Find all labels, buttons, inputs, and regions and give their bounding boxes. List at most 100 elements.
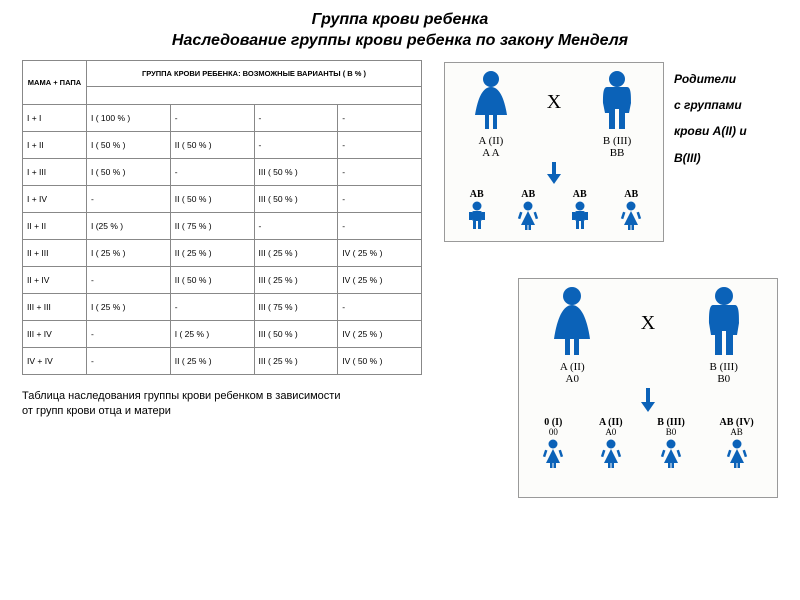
cell-variant: I ( 50 % ) [87,131,171,158]
cell-variant: - [87,185,171,212]
cell-variant: III ( 50 % ) [254,158,338,185]
cross-icon: X [543,91,565,138]
child-label: AB [624,189,638,200]
cell-variant: III ( 50 % ) [254,320,338,347]
woman-icon [467,69,515,133]
d1-father-geno: BB [610,147,625,159]
caption-l2: от групп крови отца и матери [22,405,171,417]
cell-variant: III ( 75 % ) [254,293,338,320]
cell-variant: II ( 50 % ) [170,266,254,293]
cell-variant: I (25 % ) [87,212,171,239]
child: B (III)B0 [657,417,685,469]
child: A (II)A0 [599,417,623,469]
d2-father: B (III)B0 [698,285,750,386]
cell-variant: III ( 25 % ) [254,347,338,374]
table-caption: Таблица наследования группы крови ребенк… [22,389,422,420]
child-girl-icon [620,201,642,231]
cell-variant: - [338,293,422,320]
table-row: I + II ( 100 % )--- [23,104,422,131]
child-label: B (III)B0 [657,417,685,438]
right-panel: A (II)A A X B (III)BB ABABABAB Родители … [422,60,788,420]
cell-variant: - [338,131,422,158]
child-boy-icon [569,201,591,231]
child: AB [569,189,591,231]
child: AB (IV)AB [719,417,753,469]
diagram-2: A (II)A0 X B (III)B0 0 (I)00 A (II)A0 B (I… [518,278,778,498]
cell-variant: - [338,104,422,131]
woman-icon [546,285,598,359]
cell-variant: - [87,266,171,293]
inheritance-table: МАМА + ПАПА ГРУППА КРОВИ РЕБЕНКА: ВОЗМОЖ… [22,60,422,375]
table-panel: МАМА + ПАПА ГРУППА КРОВИ РЕБЕНКА: ВОЗМОЖ… [22,60,422,420]
cell-variant: I ( 25 % ) [170,320,254,347]
child-girl-icon [600,439,622,469]
child-girl-icon [660,439,682,469]
cell-variant: II ( 25 % ) [170,347,254,374]
cell-parents: I + I [23,104,87,131]
th-parents: МАМА + ПАПА [23,60,87,104]
cell-variant: IV ( 50 % ) [338,347,422,374]
side-text: Родители с группами крови A(II) и B(III) [674,66,784,172]
cell-variant: IV ( 25 % ) [338,239,422,266]
table-row: III + IV-I ( 25 % )III ( 50 % )IV ( 25 %… [23,320,422,347]
cell-parents: I + IV [23,185,87,212]
cell-variant: - [338,158,422,185]
cell-variant: III ( 25 % ) [254,266,338,293]
child-label: 0 (I)00 [544,417,562,438]
child: AB [466,189,488,231]
st4: B(III) [674,145,784,171]
d2-children: 0 (I)00 A (II)A0 B (III)B0 AB (IV)AB [519,417,777,473]
cell-variant: - [338,185,422,212]
cell-variant: II ( 25 % ) [170,239,254,266]
cell-variant: - [170,158,254,185]
cell-variant: - [254,104,338,131]
cell-variant: - [338,212,422,239]
child-girl-icon [726,439,748,469]
cell-variant: - [87,320,171,347]
cross-icon: X [637,312,659,359]
d1-mother-geno: A A [482,147,499,159]
child: 0 (I)00 [542,417,564,469]
table-row: IV + IV-II ( 25 % )III ( 25 % )IV ( 50 %… [23,347,422,374]
cell-variant: - [170,104,254,131]
cell-variant: - [254,131,338,158]
man-icon [593,69,641,133]
child-label: A (II)A0 [599,417,623,438]
cell-variant: II ( 50 % ) [170,131,254,158]
diagram-1: A (II)A A X B (III)BB ABABABAB [444,62,664,242]
cell-variant: III ( 25 % ) [254,239,338,266]
table-row: III + IIII ( 25 % )-III ( 75 % )- [23,293,422,320]
d2-mother: A (II)A0 [546,285,598,386]
content: МАМА + ПАПА ГРУППА КРОВИ РЕБЕНКА: ВОЗМОЖ… [0,56,800,420]
title-line2: Наследование группы крови ребенка по зак… [40,31,760,52]
table-row: II + III (25 % )II ( 75 % )-- [23,212,422,239]
th-variants: ГРУППА КРОВИ РЕБЕНКА: ВОЗМОЖНЫЕ ВАРИАНТЫ… [87,60,422,86]
cell-parents: III + III [23,293,87,320]
cell-parents: IV + IV [23,347,87,374]
cell-variant: - [87,347,171,374]
table-row: I + IIII ( 50 % )-III ( 50 % )- [23,158,422,185]
cell-parents: I + III [23,158,87,185]
table-body: I + II ( 100 % )---I + III ( 50 % )II ( … [23,104,422,374]
child-girl-icon [517,201,539,231]
title-line1: Группа крови ребенка [40,10,760,31]
cell-variant: - [254,212,338,239]
st2: с группами [674,92,784,118]
child: AB [517,189,539,231]
cell-variant: IV ( 25 % ) [338,266,422,293]
child: AB [620,189,642,231]
table-row: I + III ( 50 % )II ( 50 % )-- [23,131,422,158]
cell-variant: I ( 25 % ) [87,293,171,320]
arrow-down-icon [519,388,777,417]
child-label: AB [573,189,587,200]
st3: крови A(II) и [674,118,784,144]
child-boy-icon [466,201,488,231]
d1-children: AB AB AB AB [445,189,663,235]
d2-father-label: B (III) [710,361,738,373]
cell-variant: I ( 25 % ) [87,239,171,266]
cell-variant: II ( 50 % ) [170,185,254,212]
d2-mother-geno: A0 [566,373,579,385]
man-icon [698,285,750,359]
child-girl-icon [542,439,564,469]
child-label: AB (IV)AB [719,417,753,438]
